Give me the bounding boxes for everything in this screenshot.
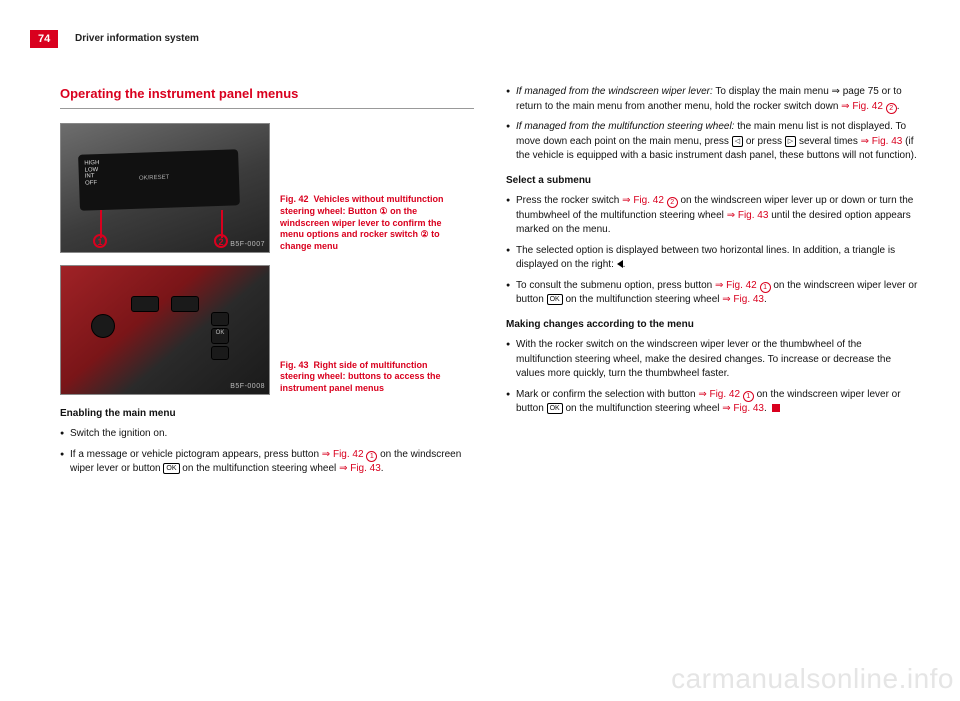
voice-button-icon — [91, 314, 115, 338]
list-item: Switch the ignition on. — [60, 427, 474, 442]
fig-link: ⇒ Fig. 43 — [722, 403, 764, 414]
up-button-icon — [211, 312, 229, 326]
text: on the multifunction steering wheel — [182, 463, 339, 474]
text: on the multifunction steering wheel — [566, 403, 723, 414]
ok-key-icon: OK — [163, 463, 179, 474]
list-item: The selected option is displayed between… — [506, 244, 920, 273]
text: Mark or confirm the selection with butto… — [516, 389, 698, 400]
fig-link: ⇒ Fig. 42 — [698, 389, 740, 400]
callout-ref: 1 — [760, 282, 771, 293]
figure-43-prefix: Fig. 43 — [280, 360, 309, 370]
text: or press — [746, 136, 785, 147]
end-marker-icon — [772, 404, 780, 412]
list-item: If a message or vehicle pictogram appear… — [60, 448, 474, 477]
callout-ref: 2 — [667, 197, 678, 208]
text: If a message or vehicle pictogram appear… — [70, 449, 322, 460]
fig-link: ⇒ Fig. 43 — [339, 463, 381, 474]
enable-main-menu-list: Switch the ignition on. If a message or … — [60, 427, 474, 477]
figure-42-prefix: Fig. 42 — [280, 194, 309, 204]
fig-link: ⇒ Fig. 43 — [727, 210, 769, 221]
list-item: If managed from the windscreen wiper lev… — [506, 85, 920, 114]
figure-42-image: HIGH LOW INT OFF OK/RESET 1 2 B5F-0007 — [60, 123, 270, 253]
figure-43: OK B5F-0008 Fig. 43 Right side of multif… — [60, 265, 474, 395]
fig-link: ⇒ Fig. 42 — [322, 449, 364, 460]
list-item: If managed from the multifunction steeri… — [506, 120, 920, 164]
text: . — [381, 463, 384, 474]
down-button-icon — [211, 346, 229, 360]
left-key-icon: ◁ — [732, 136, 743, 147]
fig-link: ⇒ Fig. 42 — [622, 195, 664, 206]
section-title: Operating the instrument panel menus — [60, 85, 474, 104]
stalk-off: OFF — [85, 180, 100, 187]
select-submenu-list: Press the rocker switch ⇒ Fig. 42 2 on t… — [506, 194, 920, 308]
ok-key-icon: OK — [547, 403, 563, 414]
text: . — [764, 294, 767, 305]
screen-prev-button-icon — [131, 296, 159, 312]
callout-ref: 1 — [366, 451, 377, 462]
page-number: 74 — [30, 30, 58, 48]
figure-43-image: OK B5F-0008 — [60, 265, 270, 395]
text: on the multifunction steering wheel — [566, 294, 723, 305]
callout-1: 1 — [93, 234, 107, 248]
text: . — [897, 101, 900, 112]
callout-ref: 2 — [886, 103, 897, 114]
list-item: Press the rocker switch ⇒ Fig. 42 2 on t… — [506, 194, 920, 238]
column-right: If managed from the windscreen wiper lev… — [506, 85, 920, 661]
text-italic: If managed from the multifunction steeri… — [516, 121, 734, 132]
ok-key-icon: OK — [547, 294, 563, 305]
making-changes-list: With the rocker switch on the windscreen… — [506, 338, 920, 417]
fig-link: ⇒ Fig. 43 — [861, 136, 903, 147]
subhead-making-changes: Making changes according to the menu — [506, 318, 920, 333]
callout-ref: 1 — [743, 391, 754, 402]
content-area: Operating the instrument panel menus HIG… — [60, 85, 920, 661]
list-item: Mark or confirm the selection with butto… — [506, 388, 920, 417]
triangle-left-icon — [617, 260, 623, 268]
subhead-select-submenu: Select a submenu — [506, 174, 920, 189]
figure-42-caption: Fig. 42 Vehicles without multifunction s… — [280, 194, 450, 252]
text: Press the rocker switch — [516, 195, 622, 206]
watermark: carmanualsonline.info — [671, 663, 954, 695]
stalk-okreset: OK/RESET — [139, 173, 170, 183]
title-rule — [60, 108, 474, 109]
column-left: Operating the instrument panel menus HIG… — [60, 85, 474, 661]
figure-42: HIGH LOW INT OFF OK/RESET 1 2 B5F-0007 F… — [60, 123, 474, 253]
figure-42-tag: B5F-0007 — [230, 240, 265, 250]
subhead-enable-main-menu: Enabling the main menu — [60, 407, 474, 422]
ok-button-icon: OK — [211, 328, 229, 344]
header-title: Driver information system — [75, 33, 199, 44]
text: . — [764, 403, 767, 414]
fig-link: ⇒ Fig. 43 — [722, 294, 764, 305]
stalk-high: HIGH — [84, 160, 99, 167]
main-menu-continue-list: If managed from the windscreen wiper lev… — [506, 85, 920, 164]
text: To consult the submenu option, press but… — [516, 280, 715, 291]
wiper-stalk: HIGH LOW INT OFF OK/RESET — [78, 149, 240, 211]
screen-next-button-icon — [171, 296, 199, 312]
text-italic: If managed from the windscreen wiper lev… — [516, 86, 713, 97]
callout-2: 2 — [214, 234, 228, 248]
figure-43-caption: Fig. 43 Right side of multifunction stee… — [280, 360, 450, 395]
stalk-mode-labels: HIGH LOW INT OFF — [84, 160, 100, 187]
fig-link: ⇒ Fig. 42 — [715, 280, 757, 291]
text: several times — [799, 136, 861, 147]
list-item: With the rocker switch on the windscreen… — [506, 338, 920, 382]
figure-43-tag: B5F-0008 — [230, 382, 265, 392]
text: The selected option is displayed between… — [516, 245, 895, 271]
fig-link: ⇒ Fig. 42 — [841, 101, 883, 112]
list-item: To consult the submenu option, press but… — [506, 279, 920, 308]
right-key-icon: ▷ — [785, 136, 796, 147]
